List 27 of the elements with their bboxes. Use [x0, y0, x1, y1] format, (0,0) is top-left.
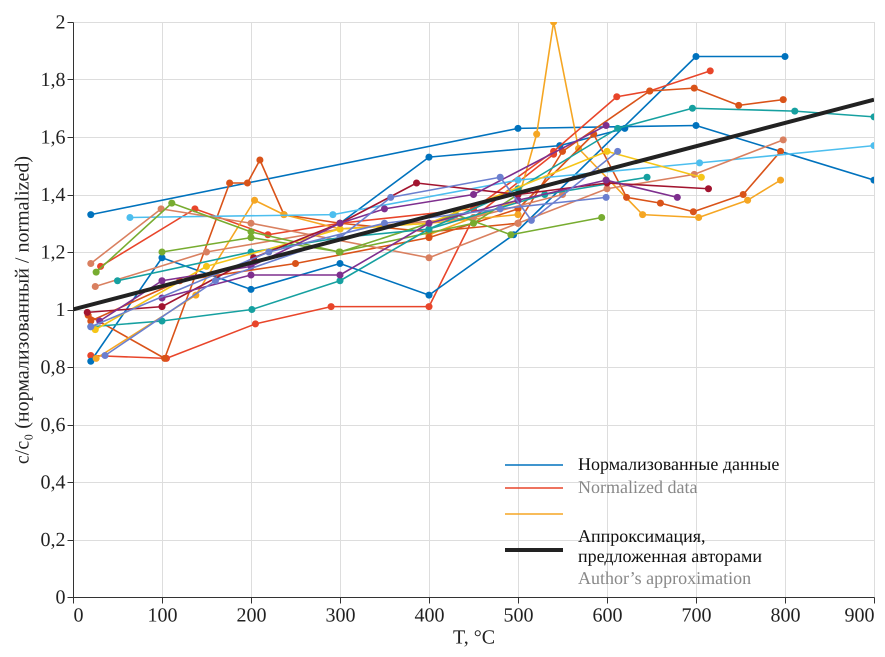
y-tick-label: 2 [56, 12, 66, 34]
x-tick-label: 300 [326, 604, 356, 626]
y-tick-label: 1,8 [40, 69, 66, 91]
x-tick-label: 600 [592, 604, 622, 626]
y-tick-label: 1,2 [40, 242, 66, 264]
legend-label: Нормализованные данные [578, 454, 780, 474]
y-tick-label: 0 [56, 586, 66, 608]
x-tick-label: 800 [770, 604, 800, 626]
legend-label: Аппроксимация, предложенная авторами [578, 526, 762, 566]
x-tick-label: 200 [236, 604, 266, 626]
x-tick-label: 0 [74, 604, 84, 626]
y-tick-label: 0,2 [40, 529, 66, 551]
x-tick-label: 700 [682, 604, 712, 626]
y-axis-title: c/c₀ (нормализованный / normalized) [12, 156, 34, 464]
y-tick-label: 0,8 [40, 356, 66, 378]
x-axis-title: T, °C [452, 626, 496, 648]
y-tick-label: 1,6 [40, 126, 66, 148]
x-tick-label: 900 [844, 604, 874, 626]
x-tick-label: 400 [414, 604, 444, 626]
x-tick-label: 500 [504, 604, 534, 626]
annotation: Author’s approximation [578, 568, 752, 588]
y-tick-label: 0,4 [40, 472, 66, 494]
x-tick-label: 100 [148, 604, 178, 626]
y-tick-label: 1,4 [40, 184, 66, 206]
annotation: Normalized data [578, 477, 698, 497]
y-tick-label: 1 [56, 299, 66, 321]
y-tick-label: 0,6 [40, 414, 66, 436]
